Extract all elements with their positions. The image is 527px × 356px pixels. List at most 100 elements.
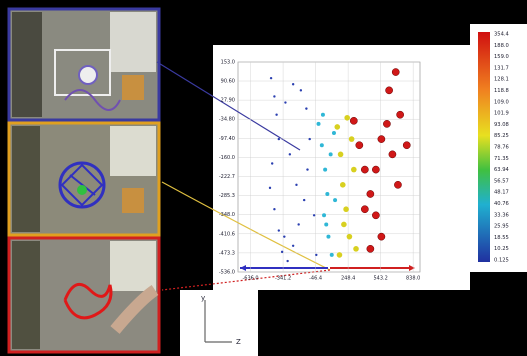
y-tick-label: 153.0 bbox=[221, 60, 235, 66]
point bbox=[391, 68, 400, 76]
point bbox=[341, 221, 347, 228]
point bbox=[339, 182, 346, 188]
point bbox=[343, 206, 349, 213]
colorbar-label: 109.0 bbox=[494, 99, 509, 105]
point bbox=[348, 136, 355, 142]
colorbar-label: 354.4 bbox=[494, 32, 510, 38]
y-tick-label: -536.0 bbox=[219, 270, 235, 276]
point bbox=[394, 180, 402, 189]
point bbox=[291, 244, 295, 247]
point bbox=[333, 198, 338, 203]
photo-middle bbox=[7, 121, 161, 237]
point bbox=[273, 95, 276, 98]
colorbar-label: 188.0 bbox=[494, 43, 509, 49]
point bbox=[372, 211, 380, 220]
colorbar-label: 128.1 bbox=[494, 77, 509, 83]
x-tick-label: -636.0 bbox=[243, 276, 259, 282]
point bbox=[269, 76, 273, 80]
photo-bottom bbox=[7, 236, 161, 354]
point bbox=[336, 252, 343, 258]
connector-blue bbox=[156, 61, 301, 151]
point bbox=[268, 186, 272, 190]
x-tick-label: -46.4 bbox=[309, 276, 322, 282]
arrow-head bbox=[409, 265, 415, 271]
point bbox=[288, 153, 292, 156]
point bbox=[396, 110, 404, 119]
colorbar-label: 93.08 bbox=[494, 122, 509, 128]
point bbox=[334, 124, 341, 130]
colorbar-label: 10.25 bbox=[494, 246, 509, 252]
connectors bbox=[156, 61, 415, 343]
point bbox=[355, 141, 364, 150]
x-tick-label: 543.2 bbox=[373, 276, 387, 282]
point bbox=[270, 162, 274, 165]
x-tick-label: 838.0 bbox=[406, 276, 420, 282]
point bbox=[316, 121, 321, 126]
colorbar-label: 48.17 bbox=[494, 190, 509, 196]
point bbox=[273, 208, 276, 211]
point bbox=[388, 150, 397, 159]
point bbox=[325, 191, 330, 196]
point bbox=[328, 152, 333, 157]
y-tick-label: -285.3 bbox=[219, 193, 235, 199]
colorbar-label: 25.95 bbox=[494, 224, 509, 230]
point bbox=[306, 168, 309, 171]
point bbox=[360, 205, 369, 214]
point bbox=[351, 166, 357, 173]
point bbox=[383, 120, 391, 128]
point bbox=[322, 213, 327, 218]
point bbox=[331, 131, 336, 136]
colorbar-label: 40.76 bbox=[494, 201, 509, 207]
point bbox=[360, 165, 369, 174]
point bbox=[349, 116, 358, 125]
point bbox=[366, 244, 375, 253]
point bbox=[277, 229, 281, 232]
colorbar bbox=[478, 32, 490, 262]
point bbox=[377, 135, 386, 143]
colorbar-label: 159.0 bbox=[494, 54, 509, 60]
point bbox=[280, 250, 284, 254]
point bbox=[299, 89, 303, 92]
point bbox=[291, 83, 295, 86]
connector-yellow bbox=[161, 181, 331, 271]
point bbox=[297, 223, 300, 226]
point bbox=[402, 141, 411, 150]
plot-panel bbox=[213, 45, 470, 290]
photo-top bbox=[7, 7, 161, 122]
y-tick-label: 90.60 bbox=[221, 79, 235, 85]
colorbar-label: 131.7 bbox=[494, 65, 509, 71]
point bbox=[286, 259, 289, 263]
y-tick-label: -97.40 bbox=[219, 136, 235, 142]
point bbox=[329, 252, 334, 257]
point bbox=[319, 143, 324, 148]
point bbox=[275, 113, 278, 116]
axes-panel bbox=[180, 290, 258, 356]
point bbox=[315, 253, 318, 257]
colorbar-label: 18.55 bbox=[494, 235, 509, 241]
y-tick-label: -348.0 bbox=[219, 212, 235, 218]
colorbar-label: 56.57 bbox=[494, 178, 509, 184]
point bbox=[326, 234, 331, 239]
point bbox=[344, 114, 351, 121]
y-tick-label: -34.80 bbox=[219, 117, 235, 123]
axis-label-horizontal: Z bbox=[236, 338, 241, 346]
point bbox=[372, 165, 380, 174]
colorbar-label: 63.94 bbox=[494, 167, 510, 173]
colorbar-label: 101.9 bbox=[494, 111, 509, 117]
point bbox=[353, 246, 359, 252]
point bbox=[277, 137, 281, 141]
colorbar-label: 78.76 bbox=[494, 145, 509, 151]
x-tick-label: -341.2 bbox=[275, 276, 291, 282]
point bbox=[302, 198, 306, 202]
y-tick-label: 27.90 bbox=[221, 98, 235, 104]
axis-label-vertical: y bbox=[201, 294, 205, 302]
point bbox=[366, 190, 375, 198]
point bbox=[324, 222, 329, 227]
point bbox=[346, 233, 353, 240]
y-tick-label: -473.3 bbox=[219, 250, 235, 256]
point bbox=[283, 235, 286, 238]
point bbox=[312, 214, 316, 217]
point bbox=[284, 101, 287, 104]
